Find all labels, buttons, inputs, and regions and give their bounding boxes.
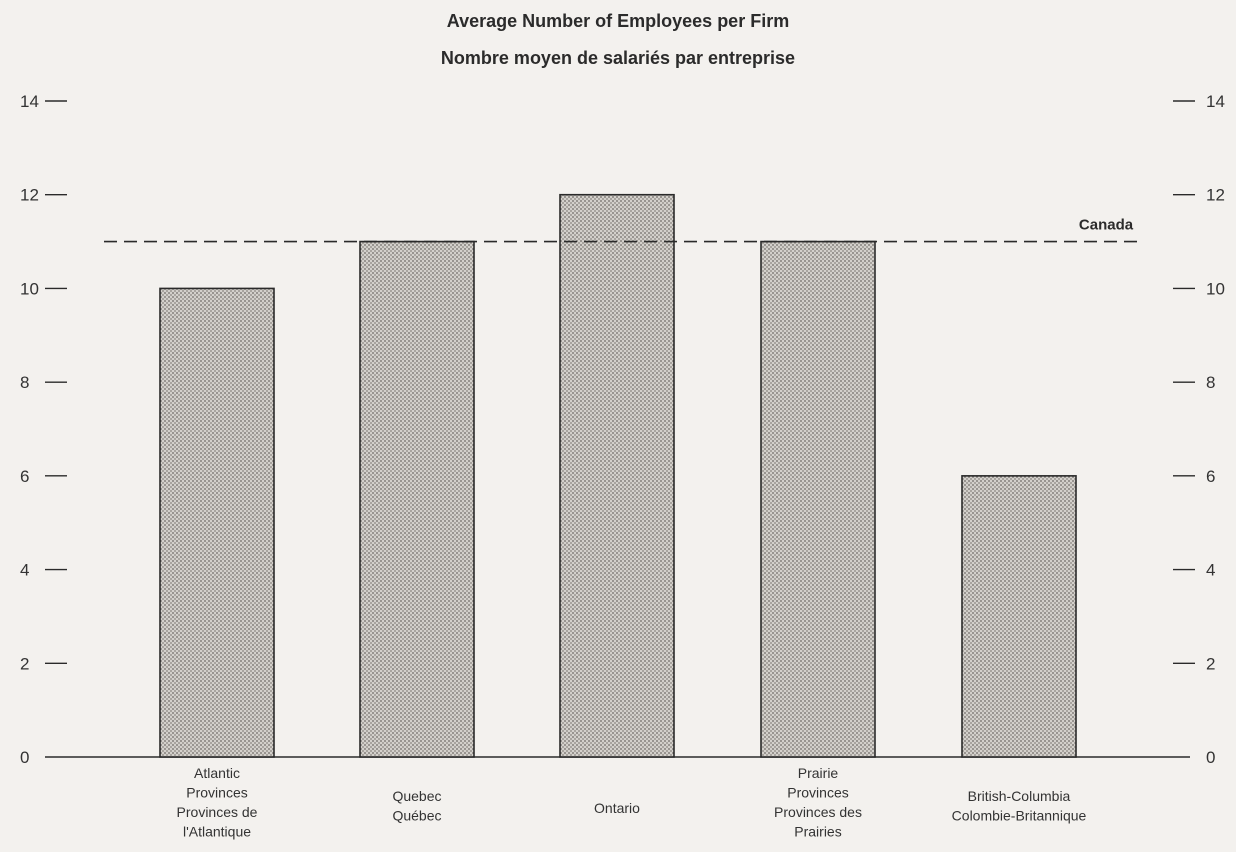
y-tick-label-left: 6 — [20, 467, 29, 486]
y-tick-label-right: 0 — [1206, 748, 1215, 767]
plot-area: 0 0 2 2 4 4 6 6 8 8 10 10 12 12 14 14 Canada Atlantic Prov… — [20, 92, 1225, 840]
bar — [559, 193, 675, 758]
y-tick-label-left: 0 — [20, 748, 29, 767]
y-tick-label-right: 4 — [1206, 561, 1215, 580]
y-tick-label-right: 12 — [1206, 186, 1225, 205]
y-tick-label-right: 2 — [1206, 654, 1215, 673]
y-tick-label-left: 8 — [20, 373, 29, 392]
category-label: Prairies — [794, 824, 841, 840]
category-label: Provinces de — [177, 804, 258, 820]
category-label: Provinces des — [774, 804, 862, 820]
chart-subtitle: Nombre moyen de salariés par entreprise — [441, 48, 795, 68]
category-label: Provinces — [186, 785, 247, 801]
y-tick-label-right: 8 — [1206, 373, 1215, 392]
category-label: Ontario — [594, 800, 640, 816]
category-label: British-Columbia — [968, 788, 1071, 804]
bar — [961, 475, 1077, 758]
category-label: Provinces — [787, 785, 848, 801]
y-tick-label-left: 4 — [20, 561, 29, 580]
category-label: Atlantic — [194, 765, 240, 781]
category-label: Québec — [392, 808, 441, 824]
y-tick-label-right: 14 — [1206, 92, 1225, 111]
y-tick-label-left: 10 — [20, 279, 39, 298]
category-label: Quebec — [392, 788, 441, 804]
y-tick-label-right: 10 — [1206, 279, 1225, 298]
y-tick-label-left: 12 — [20, 186, 39, 205]
y-tick-label-left: 14 — [20, 92, 39, 111]
y-tick-label-left: 2 — [20, 654, 29, 673]
category-label: l'Atlantique — [183, 824, 251, 840]
y-tick-label-right: 6 — [1206, 467, 1215, 486]
reference-line-label: Canada — [1079, 217, 1134, 234]
bar — [760, 240, 876, 758]
category-label: Prairie — [798, 765, 839, 781]
bar — [159, 287, 275, 758]
bar — [359, 240, 475, 758]
chart-title: Average Number of Employees per Firm — [447, 11, 789, 31]
category-label: Colombie-Britannique — [952, 808, 1087, 824]
